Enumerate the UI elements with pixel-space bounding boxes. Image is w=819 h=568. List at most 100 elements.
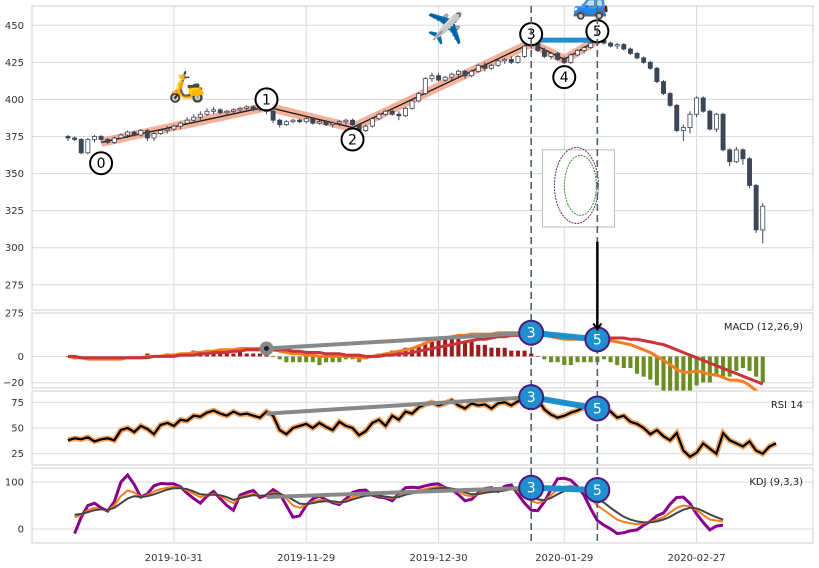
wave-marker-label: 3: [527, 326, 536, 342]
y-tick-label: 0: [18, 524, 24, 535]
macd-hist-bar: [284, 356, 289, 363]
kdj-panel: [31, 467, 814, 544]
y-tick-label: 0: [18, 352, 24, 363]
candle-body: [244, 106, 250, 109]
candle-body: [178, 122, 183, 127]
wave-marker-label: 4: [560, 70, 569, 86]
candle-body: [277, 119, 283, 126]
candle-body: [707, 110, 713, 130]
macd-hist-bar: [760, 356, 765, 383]
macd-hist-bar: [277, 356, 282, 360]
candle-body: [661, 81, 666, 94]
candle-body: [568, 54, 574, 63]
wave-marker: [518, 474, 545, 501]
wave-marker-label: 0: [97, 156, 106, 172]
candle-body: [436, 75, 441, 81]
candle-body: [608, 42, 614, 47]
price-panel-content: 275300325350375400425450012345🛵✈️🚙: [5, 0, 813, 310]
macd-hist-bar: [754, 356, 759, 377]
macd-hist-bar: [324, 356, 329, 363]
candle-body: [224, 110, 230, 114]
macd-hist-bar: [456, 339, 461, 357]
candle-body: [85, 139, 91, 154]
candle-body: [747, 158, 752, 186]
candle-body: [389, 110, 395, 115]
candle-body: [416, 93, 422, 102]
macd-hist-bar: [337, 356, 342, 363]
macd-hist-bar: [443, 339, 448, 357]
kdj-panel-content: 0 100 KDJ (9,3,3): [5, 468, 813, 543]
candle-body: [575, 50, 580, 56]
macd-hist-bar: [740, 356, 745, 368]
macd-hist-bar: [515, 350, 520, 357]
candle-body: [92, 136, 97, 140]
candle-body: [502, 58, 508, 62]
candle-body: [250, 106, 256, 111]
candle-body: [641, 57, 647, 63]
candle-body: [336, 121, 342, 124]
candle-body: [151, 133, 157, 139]
candle-body: [191, 116, 197, 121]
macd-label: MACD (12,26,9): [724, 322, 803, 333]
candle-body: [171, 125, 177, 130]
macd-hist-bar: [628, 356, 633, 368]
wave-marker: [518, 319, 545, 346]
macd-hist-bar: [548, 356, 554, 363]
macd-hist-bar: [707, 356, 712, 383]
candle-body: [555, 53, 561, 60]
x-tick-label: 2019-11-29: [277, 553, 335, 564]
candle-body: [310, 118, 316, 124]
candle-body: [753, 185, 759, 231]
candle-body: [290, 119, 296, 123]
macd-hist-bar: [615, 356, 620, 366]
macd-hist-bar: [687, 356, 693, 395]
candle-body: [442, 76, 448, 81]
x-tick-label: 2020-01-29: [535, 553, 593, 564]
candle-body: [674, 104, 680, 131]
wave-marker: [584, 477, 611, 504]
candle-body: [733, 149, 739, 163]
macd-hist-bar: [489, 347, 494, 357]
candle-body: [72, 137, 78, 140]
candle-body: [621, 44, 627, 50]
macd-hist-bar: [588, 356, 593, 363]
macd-hist-bar: [522, 350, 527, 357]
candle-body: [548, 53, 554, 57]
candle-body: [647, 61, 653, 69]
macd-hist-bar: [641, 356, 646, 377]
y-tick-label: 300: [5, 243, 24, 254]
chart-panels: 275300325350375400425450012345🛵✈️🚙−20027…: [3, 0, 814, 544]
candle-body: [131, 131, 137, 136]
candle-body: [422, 78, 428, 94]
macd-hist-bar: [482, 344, 487, 357]
macd-hist-bar: [297, 356, 302, 363]
candle-body: [694, 97, 700, 115]
y-tick-label: −20: [3, 378, 24, 389]
divergence-line: [266, 330, 532, 351]
macd-hist-bar: [568, 356, 573, 366]
emoji-marker: ✈️: [426, 10, 463, 47]
candle-body: [614, 44, 620, 47]
macd-hist-bar: [648, 356, 653, 380]
candle-body: [316, 121, 322, 124]
macd-hist-bar: [608, 356, 613, 363]
candle-body: [700, 97, 706, 112]
macd-hist-bar: [535, 356, 540, 358]
candle-body: [475, 64, 481, 72]
macd-hist-bar: [357, 356, 362, 363]
candle-body: [184, 119, 190, 124]
candle-body: [654, 67, 660, 83]
y-tick-label: 75: [11, 398, 24, 409]
macd-hist-bar: [469, 341, 474, 357]
y-tick-label: 400: [5, 95, 24, 106]
macd-hist-bar: [701, 356, 706, 383]
candle-body: [522, 45, 528, 57]
macd-hist-bar: [668, 356, 673, 395]
macd-hist-bar: [542, 356, 547, 360]
x-tick-label: 2019-12-30: [409, 553, 467, 564]
price-panel: [31, 5, 814, 311]
candle-body: [164, 128, 170, 131]
y-tick-label: 50: [11, 424, 24, 435]
candle-body: [105, 139, 111, 143]
candle-body: [283, 121, 289, 126]
